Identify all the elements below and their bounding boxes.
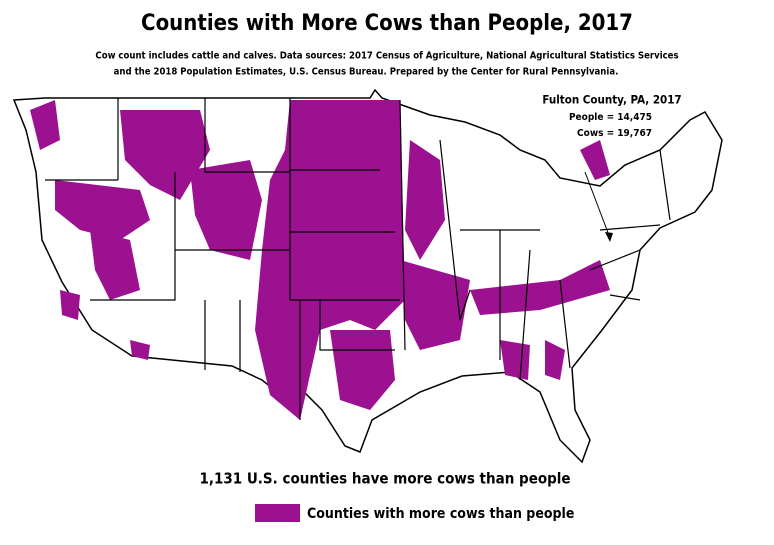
callout-line: Cows = 19,767 (577, 128, 652, 139)
county-region (500, 340, 530, 380)
county-region (90, 230, 140, 300)
county-region (545, 340, 565, 380)
county-region (400, 260, 470, 350)
state-borders (45, 98, 671, 420)
county-region (130, 340, 150, 360)
county-region (55, 180, 150, 240)
title: Counties with More Cows than People, 201… (141, 11, 633, 36)
legend-swatch (255, 504, 300, 522)
callout-title: Fulton County, PA, 2017 (542, 93, 681, 107)
callout-arrow (584, 171, 611, 239)
county-region (60, 290, 80, 320)
county-region (120, 110, 210, 200)
county-region (30, 100, 60, 150)
subtitle: Cow count includes cattle and calves. Da… (95, 51, 678, 62)
callout-line: People = 14,475 (569, 112, 652, 123)
arrow-head (605, 232, 613, 242)
us-map (12, 88, 723, 464)
summary: 1,131 U.S. counties have more cows than … (199, 470, 570, 488)
county-region (255, 100, 405, 420)
subtitle: and the 2018 Population Estimates, U.S. … (114, 67, 619, 78)
county-region (190, 160, 262, 260)
county-region (470, 260, 610, 315)
county-fills (30, 100, 610, 420)
county-region (580, 140, 610, 180)
county-region (405, 140, 445, 260)
legend-label: Counties with more cows than people (307, 506, 574, 522)
